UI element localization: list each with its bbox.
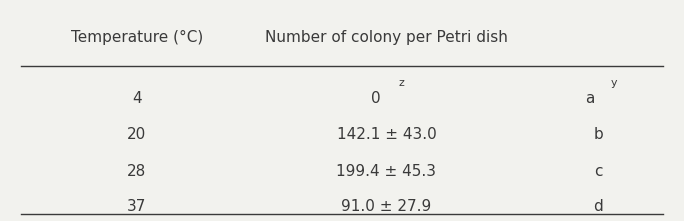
- Text: 199.4 ± 45.3: 199.4 ± 45.3: [337, 164, 436, 179]
- Text: 91.0 ± 27.9: 91.0 ± 27.9: [341, 199, 432, 214]
- Text: d: d: [594, 199, 603, 214]
- Text: 4: 4: [132, 91, 142, 106]
- Text: 37: 37: [127, 199, 146, 214]
- Text: c: c: [594, 164, 603, 179]
- Text: 142.1 ± 43.0: 142.1 ± 43.0: [337, 127, 436, 142]
- Text: b: b: [594, 127, 603, 142]
- Text: z: z: [399, 78, 404, 88]
- Text: 0: 0: [371, 91, 381, 106]
- Text: y: y: [610, 78, 617, 88]
- Text: Number of colony per Petri dish: Number of colony per Petri dish: [265, 30, 508, 45]
- Text: a: a: [586, 91, 595, 106]
- Text: Temperature (°C): Temperature (°C): [70, 30, 203, 45]
- Text: 20: 20: [127, 127, 146, 142]
- Text: 28: 28: [127, 164, 146, 179]
